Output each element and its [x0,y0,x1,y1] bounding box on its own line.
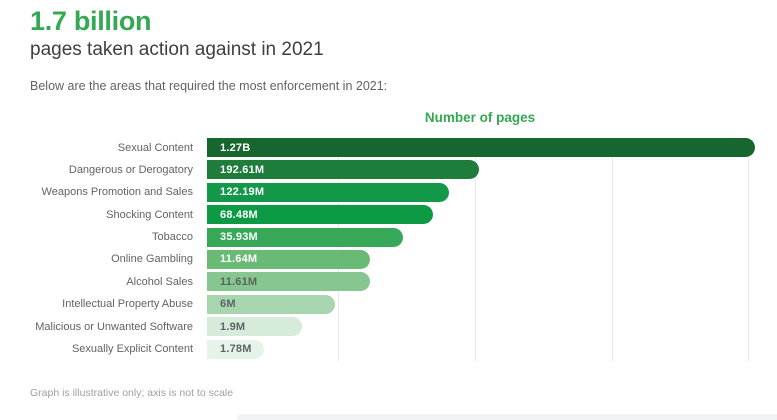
bar-track: 1.27B [207,138,777,157]
bar-row: Online Gambling 11.64M [0,249,777,269]
bar-track: 68.48M [207,205,777,225]
category-label: Tobacco [152,231,193,244]
category-label: Online Gambling [111,253,193,266]
bar-row: Dangerous or Derogatory 192.61M [0,160,777,180]
bar-row: Weapons Promotion and Sales 122.19M [0,182,777,202]
bar: 1.27B [207,138,755,157]
category-label: Shocking Content [106,208,193,221]
bar-value-label: 1.78M [220,343,252,356]
bar-track: 1.9M [207,317,777,337]
bar-value-label: 35.93M [220,231,258,244]
bar-value-label: 192.61M [220,163,265,176]
bar: 11.61M [207,272,370,292]
bar-rows: Sexual Content 1.27B Dangerous or Derogato… [0,138,777,359]
bar: 68.48M [207,205,433,225]
partial-bar-bottom-edge [237,414,777,420]
bar-track: 11.61M [207,272,777,292]
chart-description: Below are the areas that required the mo… [30,79,388,93]
headline-total: 1.7 billion [30,6,152,36]
chart-title: Number of pages [424,110,536,125]
bar: 192.61M [207,160,479,180]
bar-value-label: 11.64M [220,253,258,266]
category-label: Malicious or Unwanted Software [35,320,193,333]
bar-value-label: 122.19M [220,186,265,199]
bar: 1.78M [207,339,264,359]
bar-track: 35.93M [207,227,777,247]
bar-row: Tobacco 35.93M [0,227,777,247]
bar-track: 1.78M [207,339,777,359]
headline-subtitle: pages taken action against in 2021 [30,39,324,60]
bar: 1.9M [207,317,302,337]
bar-value-label: 1.27B [220,141,251,154]
bar-row: Alcohol Sales 11.61M [0,272,777,292]
bar-track: 11.64M [207,249,777,269]
bar-track: 192.61M [207,160,777,180]
bar: 35.93M [207,227,403,247]
bar-value-label: 68.48M [220,208,258,221]
bar: 11.64M [207,249,370,269]
category-label: Sexually Explicit Content [71,343,193,356]
category-label: Sexual Content [117,141,193,154]
bar-track: 6M [207,294,777,314]
bar: 122.19M [207,182,449,202]
bar-row: Shocking Content 68.48M [0,205,777,225]
bar-value-label: 1.9M [220,320,246,333]
chart-footnote: Graph is illustrative only; axis is not … [30,387,234,399]
gridline [748,138,749,362]
category-label: Dangerous or Derogatory [68,163,193,176]
bar-value-label: 11.61M [220,275,258,288]
bar-row: Sexual Content 1.27B [0,138,777,157]
category-label: Intellectual Property Abuse [62,298,193,311]
gridline [612,138,613,362]
category-label: Weapons Promotion and Sales [41,186,193,199]
gridline [475,138,476,362]
category-label: Alcohol Sales [126,275,193,288]
bar-track: 122.19M [207,182,777,202]
bar-value-label: 6M [220,298,236,311]
bar: 6M [207,294,335,314]
bar-row: Malicious or Unwanted Software 1.9M [0,317,777,337]
bar-chart: Sexual Content 1.27B Dangerous or Derogato… [0,138,777,362]
bar-row: Sexually Explicit Content 1.78M [0,339,777,359]
bar-row: Intellectual Property Abuse 6M [0,294,777,314]
